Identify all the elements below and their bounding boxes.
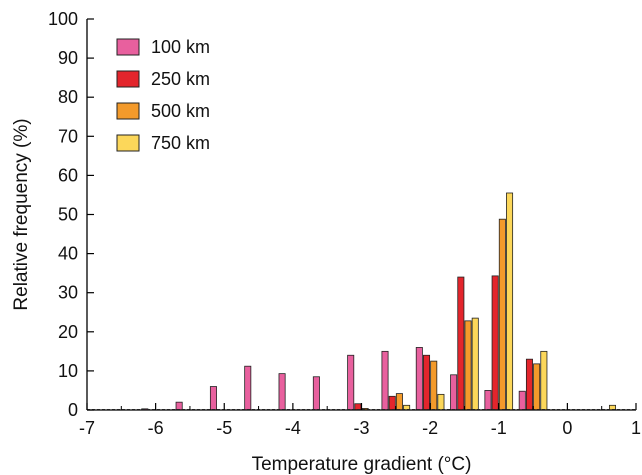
- legend-label: 750 km: [151, 133, 210, 153]
- bar-100-km--5.5: [175, 401, 183, 411]
- legend-label: 500 km: [151, 101, 210, 121]
- y-tick-label: 90: [58, 48, 78, 68]
- bar-100-km--5: [209, 386, 217, 411]
- x-tick-label: -7: [79, 418, 95, 438]
- bar-500-km--2: [430, 360, 438, 411]
- y-axis-label: Relative frequency (%): [11, 118, 32, 310]
- y-tick-label: 40: [58, 244, 78, 264]
- legend-label: 250 km: [151, 69, 210, 89]
- bar-100-km--2.5: [381, 350, 389, 411]
- bar-750-km--0.5: [540, 350, 548, 411]
- legend-label: 100 km: [151, 37, 210, 57]
- bar-750-km--1: [506, 192, 514, 411]
- bar-100-km--1: [484, 390, 492, 411]
- y-tick-label: 70: [58, 126, 78, 146]
- legend-swatch: [116, 38, 140, 56]
- y-tick-label: 0: [68, 400, 78, 420]
- y-tick-label: 100: [48, 9, 78, 29]
- x-tick-label: -2: [422, 418, 438, 438]
- x-tick-label: -5: [216, 418, 232, 438]
- bar-750-km--2: [437, 393, 445, 411]
- bar-500-km--2.5: [395, 393, 403, 411]
- bar-100-km--3: [347, 354, 355, 411]
- x-axis-label: Temperature gradient (°C): [252, 454, 472, 475]
- y-tick-label: 60: [58, 165, 78, 185]
- x-tick-label: -1: [491, 418, 507, 438]
- legend: 100 km 250 km 500 km 750 km: [116, 37, 210, 153]
- y-tick-label: 30: [58, 283, 78, 303]
- y-tick-label: 50: [58, 205, 78, 225]
- x-tick-label: -6: [148, 418, 164, 438]
- bar-750-km--1.5: [471, 317, 479, 411]
- ticks-layer: 0 10 20 30 40 50 60 70 80 90 100 -7 -6 -5 -4 -3 -2 -1 0 1: [48, 9, 641, 438]
- bars-layer: [141, 192, 616, 411]
- legend-swatch: [116, 70, 140, 88]
- y-tick-label: 80: [58, 87, 78, 107]
- y-tick-label: 20: [58, 322, 78, 342]
- bar-250-km--0.5: [525, 358, 533, 411]
- x-tick-label: -4: [285, 418, 301, 438]
- bar-100-km--1.5: [450, 374, 458, 411]
- bar-500-km--1: [498, 218, 506, 411]
- bar-100-km--0.5: [518, 390, 526, 411]
- bar-100-km--2: [415, 347, 423, 411]
- bar-250-km--1.5: [457, 276, 465, 411]
- bar-100-km--4.5: [244, 365, 252, 411]
- bar-100-km--4: [278, 373, 286, 411]
- legend-swatch: [116, 134, 140, 152]
- bar-500-km--0.5: [533, 363, 541, 411]
- bar-100-km--3.5: [312, 376, 320, 411]
- x-tick-label: -3: [353, 418, 369, 438]
- bar-250-km--2: [423, 354, 431, 411]
- bar-250-km--1: [491, 275, 499, 411]
- bar-500-km--1.5: [464, 320, 472, 411]
- x-tick-label: 1: [631, 418, 641, 438]
- legend-swatch: [116, 102, 140, 120]
- bar-250-km--2.5: [388, 395, 396, 411]
- x-tick-label: 0: [562, 418, 572, 438]
- y-tick-label: 10: [58, 361, 78, 381]
